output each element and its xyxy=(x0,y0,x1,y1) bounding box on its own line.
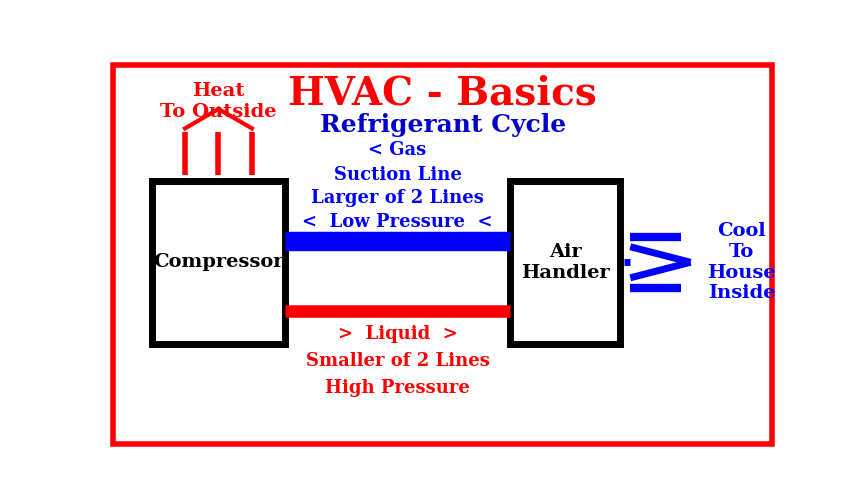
Text: Cool
To
House
Inside: Cool To House Inside xyxy=(708,222,776,302)
Text: Smaller of 2 Lines: Smaller of 2 Lines xyxy=(306,352,490,370)
Text: Refrigerant Cycle: Refrigerant Cycle xyxy=(320,112,566,137)
Text: High Pressure: High Pressure xyxy=(325,380,470,398)
Text: >  Liquid  >: > Liquid > xyxy=(338,325,457,343)
Text: HVAC - Basics: HVAC - Basics xyxy=(289,75,597,112)
Text: Heat
To Outside: Heat To Outside xyxy=(160,82,276,120)
Text: Compressor: Compressor xyxy=(153,254,283,271)
Bar xyxy=(151,181,285,344)
Bar xyxy=(510,181,620,344)
Text: Air
Handler: Air Handler xyxy=(521,243,609,282)
Text: Larger of 2 Lines: Larger of 2 Lines xyxy=(311,189,484,207)
Text: Suction Line: Suction Line xyxy=(334,166,461,184)
Text: <  Low Pressure  <: < Low Pressure < xyxy=(302,213,492,230)
Text: < Gas: < Gas xyxy=(368,141,427,159)
